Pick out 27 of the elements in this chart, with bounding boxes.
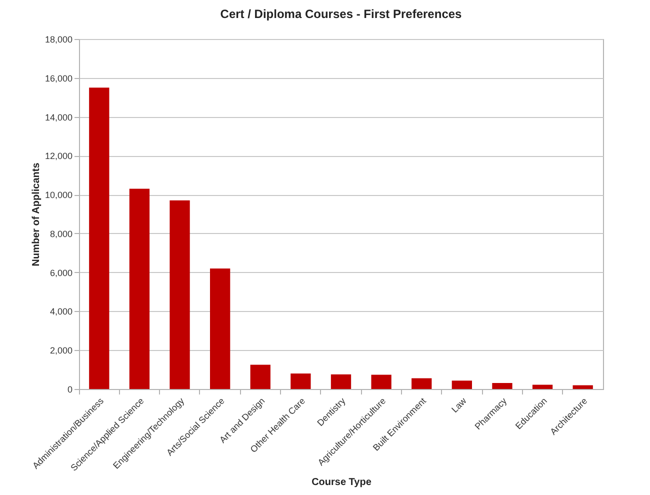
bar <box>452 380 472 389</box>
bar <box>412 378 432 389</box>
bar <box>371 374 392 389</box>
y-tick-label: 16,000 <box>44 73 72 84</box>
bar <box>170 200 190 389</box>
y-tick-label: 12,000 <box>44 151 72 162</box>
y-tick-label: 14,000 <box>44 112 72 122</box>
bar <box>532 384 553 389</box>
x-axis-title: Course Type <box>312 476 372 488</box>
y-tick-label: 0 <box>67 384 72 394</box>
y-tick-label: 2,000 <box>50 346 72 356</box>
bar <box>210 268 230 389</box>
bar <box>492 382 512 389</box>
bar <box>572 385 593 389</box>
bar <box>250 364 270 389</box>
y-tick-label: 4,000 <box>50 306 72 317</box>
x-tick-label: Law <box>450 395 469 415</box>
y-tick-label: 18,000 <box>44 34 72 44</box>
bar <box>290 373 311 389</box>
bar <box>129 188 150 389</box>
bar <box>89 88 110 389</box>
bar <box>330 374 352 389</box>
y-axis-title: Number of Applicants <box>30 162 42 266</box>
chart-title: Cert / Diploma Courses - First Preferences <box>220 7 462 21</box>
y-tick-label: 6,000 <box>50 268 72 278</box>
y-tick-label: 8,000 <box>50 228 72 239</box>
y-tick-label: 10,000 <box>44 190 72 200</box>
